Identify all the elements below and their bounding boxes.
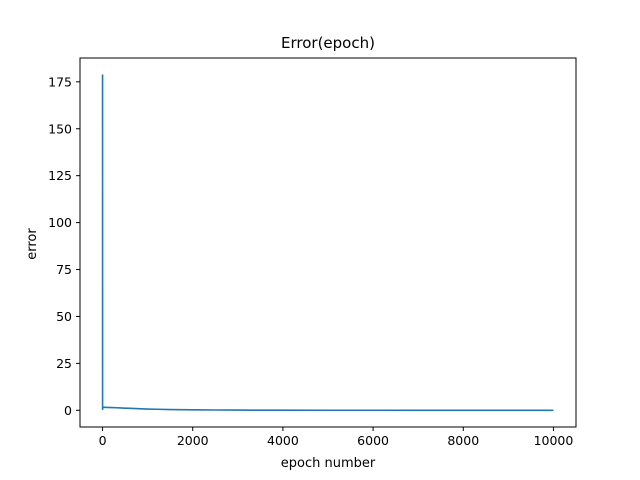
- chart-title: Error(epoch): [281, 34, 375, 52]
- x-axis-label: epoch number: [281, 456, 376, 471]
- x-tick-label: 8000: [447, 433, 479, 448]
- y-tick-label: 0: [64, 403, 72, 418]
- y-tick-label: 125: [48, 168, 72, 183]
- y-tick-label: 50: [56, 309, 72, 324]
- x-axis: 0 2000 4000 6000 8000 10000: [99, 427, 574, 448]
- x-tick-label: 2000: [177, 433, 209, 448]
- x-tick-label: 10000: [534, 433, 574, 448]
- y-tick-label: 150: [48, 121, 72, 136]
- y-tick-label: 25: [56, 356, 72, 371]
- series-layer: [101, 74, 554, 412]
- x-tick-label: 4000: [267, 433, 299, 448]
- x-tick-label: 0: [99, 433, 107, 448]
- y-axis: 0 25 50 75 100 125 150 175: [48, 74, 80, 418]
- series-line-0: [101, 74, 554, 412]
- y-tick-label: 100: [48, 215, 72, 230]
- x-tick-label: 6000: [357, 433, 389, 448]
- plot-frame: [79, 57, 577, 428]
- y-axis-label: error: [25, 228, 40, 260]
- y-tick-label: 75: [56, 262, 72, 277]
- y-tick-label: 175: [48, 74, 72, 89]
